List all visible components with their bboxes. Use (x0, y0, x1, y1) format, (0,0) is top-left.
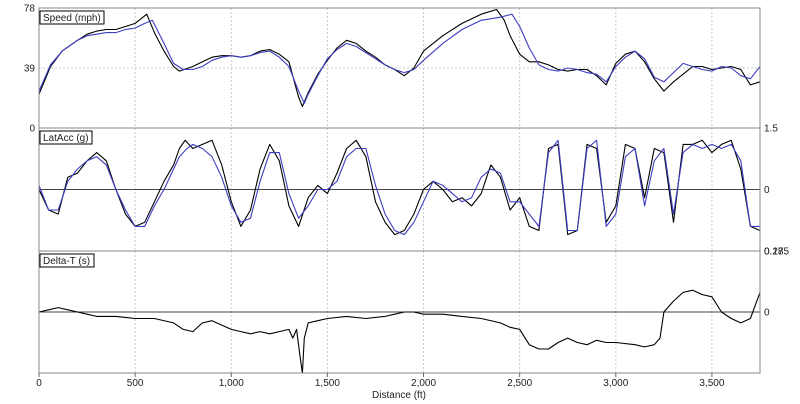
x-tick-label: 0 (36, 378, 42, 389)
panel-title-box (39, 10, 105, 25)
series-line-2-2 (38, 139, 760, 236)
x-tick-label: 3,000 (603, 378, 628, 389)
y-tick-label-right: 1.5 (764, 124, 778, 135)
x-tick-label: 1,000 (219, 378, 244, 389)
panel-title: Delta-T (s) (39, 253, 95, 268)
x-tick-label: 2,000 (411, 378, 436, 389)
panel-title-text: Speed (mph) (43, 13, 101, 24)
y-tick-label-right: 0 (764, 185, 770, 196)
panel-title-text: Delta-T (s) (43, 256, 90, 267)
panel-title: Speed (mph) (39, 10, 105, 25)
panel-title-box (39, 253, 95, 268)
y-tick-label-right: 0.28 (764, 247, 784, 258)
series-layer (38, 8, 761, 374)
ticks: 78 39 0 1.5 0 0.28 0 0.175 0 500 1,000 1,500 2,000 2,… (24, 4, 790, 390)
frame (38, 7, 761, 374)
y-tick-label: 78 (24, 4, 36, 15)
panel-titles: Speed (mph) LatAcc (g) Delta-T (s) (39, 10, 105, 268)
series-line-1-2 (38, 13, 761, 104)
x-tick-label: 3,500 (699, 378, 724, 389)
y-tick-label: 39 (24, 64, 36, 75)
panel-title-box (39, 130, 93, 145)
x-tick-label: 2,500 (507, 378, 532, 389)
y-tick-label-overlap: 0.175 (764, 247, 789, 258)
panel-frame (38, 250, 761, 374)
series-line-1-1 (38, 8, 761, 108)
series-line-3-1 (38, 289, 761, 374)
y-tick-label-right: 0 (764, 308, 770, 319)
panel-title: LatAcc (g) (39, 130, 93, 145)
x-tick-label: 500 (127, 378, 144, 389)
panel-title-text: LatAcc (g) (43, 133, 89, 144)
y-tick-label: 0 (29, 124, 35, 135)
grid (39, 8, 760, 373)
x-axis-title: Distance (ft) (372, 390, 426, 401)
x-tick-label: 1,500 (315, 378, 340, 389)
